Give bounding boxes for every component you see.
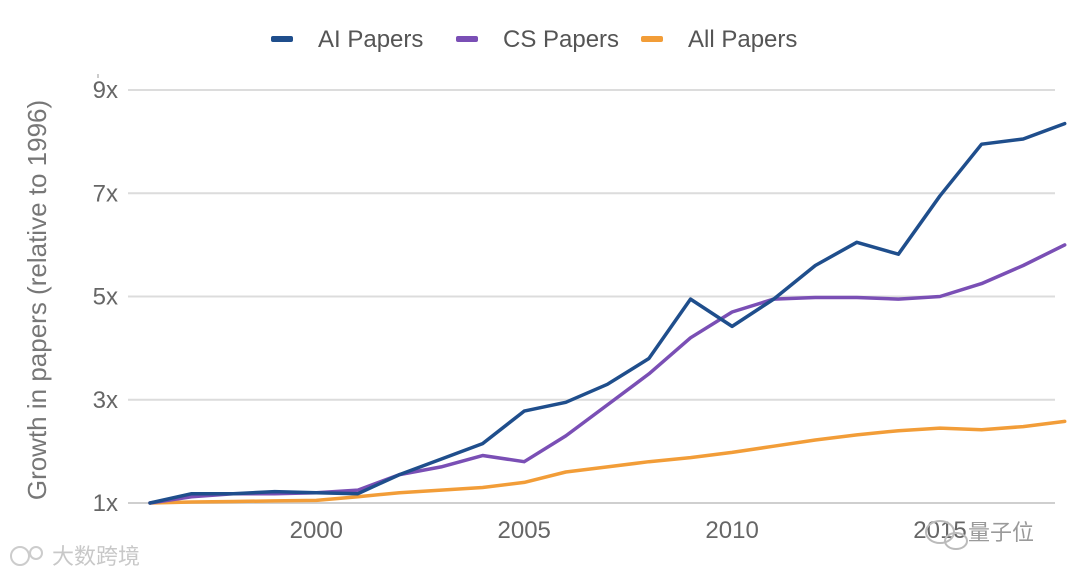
legend-label-all-papers: All Papers bbox=[688, 26, 797, 53]
series-lines bbox=[148, 121, 1067, 505]
legend-swatch-all-papers bbox=[641, 36, 663, 42]
legend-label-cs-papers: CS Papers bbox=[503, 26, 619, 53]
watermark-left-text: 大数跨境 bbox=[52, 544, 140, 569]
y-tick-label: 1x bbox=[93, 490, 118, 517]
wechat-icon bbox=[925, 520, 968, 550]
watermark-right-text: 量子位 bbox=[968, 520, 1034, 545]
x-tick-labels: 2000 2005 2010 2015 bbox=[290, 517, 967, 544]
legend-swatch-cs-papers bbox=[456, 36, 478, 42]
y-tick-labels: 1x 3x 5x 7x 9x bbox=[93, 77, 118, 517]
grid-layer bbox=[97, 74, 1055, 504]
series-line-all-papers bbox=[148, 419, 1067, 505]
x-tick-label: 2005 bbox=[498, 517, 551, 544]
y-tick-label: 3x bbox=[93, 387, 118, 414]
y-tick-label: 5x bbox=[93, 284, 118, 311]
watermark-left: 大数跨境 bbox=[10, 544, 140, 569]
series-line-cs-papers bbox=[148, 243, 1067, 505]
y-axis-label: Growth in papers (relative to 1996) bbox=[22, 100, 52, 500]
y-tick-label: 7x bbox=[93, 180, 118, 207]
watermark-right: 量子位 bbox=[925, 520, 1034, 550]
legend-swatch-ai-papers bbox=[271, 36, 293, 42]
series-line-ai-papers bbox=[148, 121, 1067, 505]
y-tick-label: 9x bbox=[93, 77, 118, 104]
weibo-icon bbox=[10, 546, 43, 566]
x-tick-label: 2010 bbox=[705, 517, 758, 544]
legend-label-ai-papers: AI Papers bbox=[318, 26, 423, 53]
legend: AI Papers CS Papers All Papers bbox=[271, 26, 797, 53]
x-tick-label: 2000 bbox=[290, 517, 343, 544]
